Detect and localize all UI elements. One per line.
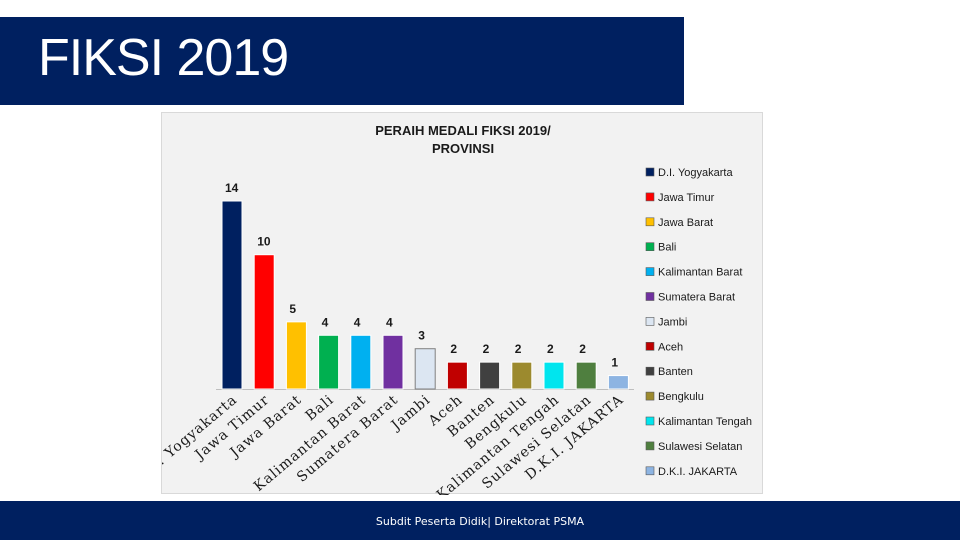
legend-swatch [645,242,655,251]
footer-text: Subdit Peserta Didik| Direktorat PSMA [375,515,585,528]
legend-label: Aceh [658,341,683,353]
bar-2 [285,321,307,390]
data-label: 2 [450,342,457,356]
data-label: 2 [483,342,490,356]
legend-label: Kalimantan Tengah [658,416,752,428]
data-label: 14 [225,181,239,195]
chart-frame: PERAIH MEDALI FIKSI 2019/PROVINSI 14 D.I. … [161,112,763,495]
legend-label: D.I. Yogyakarta [658,167,733,179]
legend-label: Jawa Timur [658,192,715,204]
legend-swatch [645,441,655,451]
legend-swatch [645,391,655,401]
data-label: 10 [257,235,271,249]
data-label: 2 [547,342,554,356]
title-bar [0,17,684,105]
data-label: 4 [322,315,329,329]
legend-label: Sumatera Barat [658,292,735,304]
bar-1 [253,254,275,390]
data-label: 4 [354,315,361,329]
footer-bar: Subdit Peserta Didik| Direktorat PSMA [0,501,960,540]
chart-title-line: PROVINSI [432,141,494,156]
legend-swatch [645,267,655,276]
legend-label: Sulawesi Selatan [658,441,742,453]
legend-swatch [645,217,655,227]
legend-label: Jambi [658,316,687,328]
legend-swatch [645,366,655,376]
bar-10 [543,361,565,390]
legend-label: Bengkulu [658,391,704,403]
data-label: 3 [418,329,425,343]
bar-4 [350,334,372,390]
bar-9 [511,361,533,390]
legend-swatch [645,317,655,326]
legend-label: Jawa Barat [658,217,713,229]
bar-11 [575,361,597,390]
medal-chart: PERAIH MEDALI FIKSI 2019/PROVINSI14D.I. … [162,123,752,495]
legend-swatch [645,167,655,177]
bar-12 [607,375,629,390]
legend-swatch [645,416,655,426]
legend-swatch [645,292,655,301]
bar-5 [382,334,404,390]
data-label: 1 [611,356,618,370]
bar-7 [446,361,468,390]
legend-label: Banten [658,366,693,378]
bar-6 [414,348,436,390]
data-label: 2 [579,342,586,356]
legend-label: D.K.I. JAKARTA [658,466,738,478]
data-label: 5 [289,302,296,316]
bar-3 [318,334,340,390]
data-label: 2 [515,342,522,356]
legend-swatch [645,192,655,202]
data-label: 4 [386,315,393,329]
slide-title: FIKSI 2019 [38,29,289,87]
legend-swatch [645,466,655,476]
bar-0 [221,200,243,390]
legend-label: Bali [658,242,676,254]
chart-title-line: PERAIH MEDALI FIKSI 2019/ [375,123,551,138]
legend-swatch [645,342,655,351]
bar-8 [479,361,501,390]
legend-label: Kalimantan Barat [658,267,742,279]
